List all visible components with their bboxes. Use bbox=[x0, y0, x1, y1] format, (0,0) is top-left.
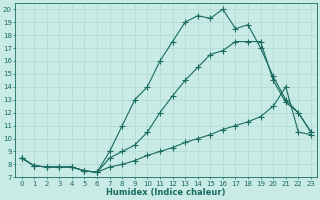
X-axis label: Humidex (Indice chaleur): Humidex (Indice chaleur) bbox=[107, 188, 226, 197]
